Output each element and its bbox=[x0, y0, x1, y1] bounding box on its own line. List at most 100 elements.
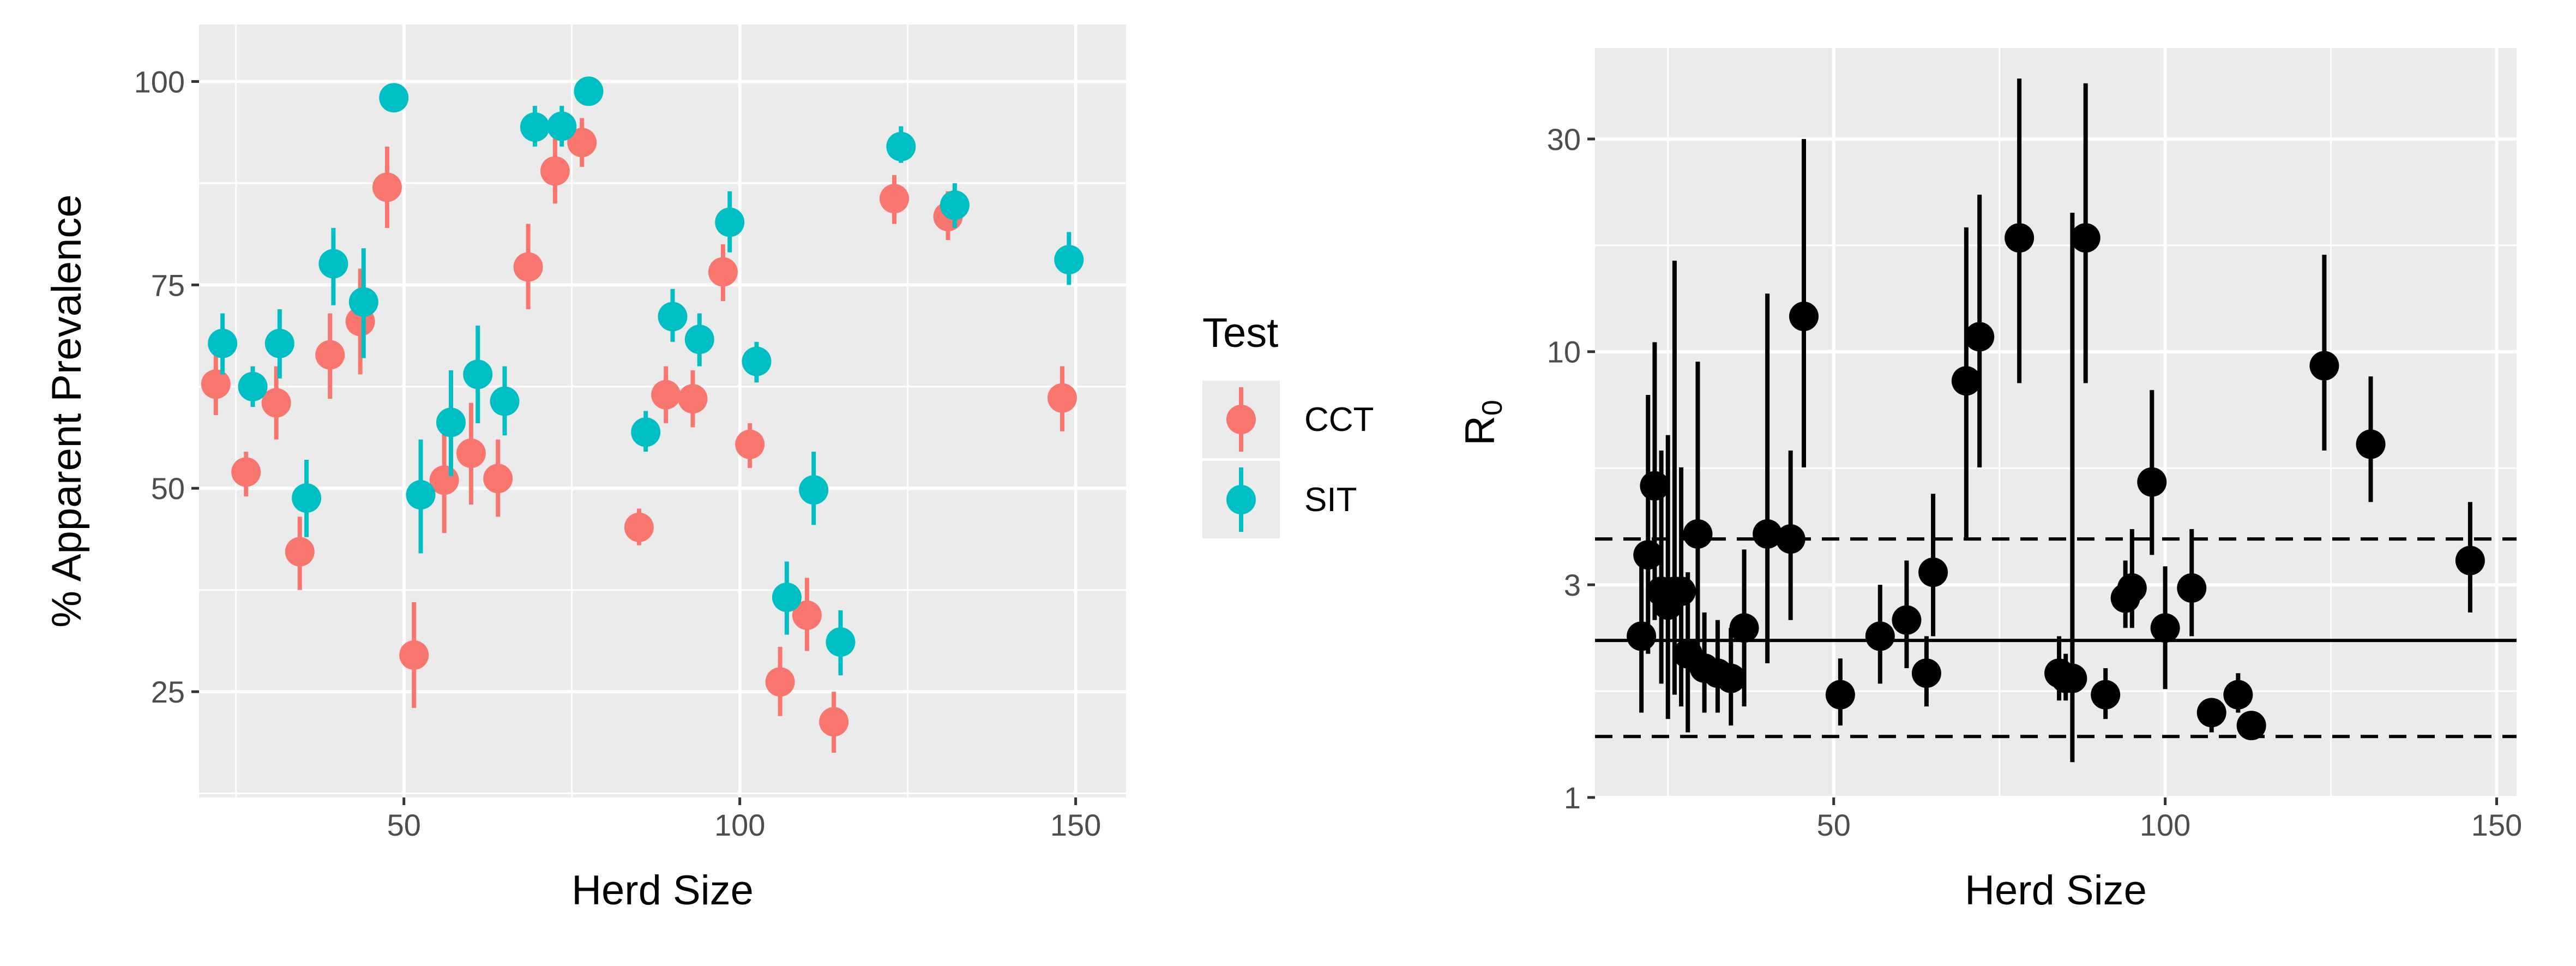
data-point-r0 bbox=[1683, 361, 1713, 663]
point-marker bbox=[799, 475, 829, 505]
point-marker bbox=[574, 76, 604, 106]
point-marker bbox=[513, 252, 543, 282]
point-marker bbox=[372, 172, 402, 202]
point-marker bbox=[624, 512, 654, 542]
point-marker bbox=[1666, 577, 1696, 607]
x-tick-label: 150 bbox=[1050, 808, 1101, 842]
point-marker bbox=[379, 83, 409, 113]
data-point-cct bbox=[1047, 366, 1077, 431]
point-marker bbox=[1683, 519, 1713, 549]
data-point-sit bbox=[318, 227, 348, 305]
point-marker bbox=[1640, 471, 1670, 501]
point-marker bbox=[436, 407, 466, 437]
data-point-cct bbox=[456, 403, 486, 505]
point-marker bbox=[742, 346, 772, 376]
data-point-sit bbox=[292, 459, 322, 537]
x-tick-label: 100 bbox=[714, 808, 765, 842]
prevalence-data-points bbox=[201, 76, 1084, 753]
data-point-r0 bbox=[1951, 227, 1981, 539]
legend-key-sit bbox=[1202, 461, 1280, 538]
point-marker bbox=[735, 429, 765, 459]
data-point-sit bbox=[772, 561, 802, 635]
point-marker bbox=[772, 583, 802, 613]
point-marker bbox=[1716, 663, 1746, 693]
data-point-r0 bbox=[2455, 502, 2485, 613]
point-marker bbox=[631, 417, 661, 447]
y-tick-label: 50 bbox=[151, 471, 185, 506]
data-point-cct bbox=[483, 439, 513, 517]
point-marker bbox=[1965, 322, 1995, 352]
point-marker bbox=[567, 128, 597, 158]
point-marker bbox=[547, 111, 577, 141]
data-point-r0 bbox=[1918, 494, 1948, 637]
data-point-r0 bbox=[1825, 658, 1855, 726]
x-tick-label: 150 bbox=[2471, 808, 2522, 842]
data-point-sit bbox=[684, 313, 714, 367]
point-marker bbox=[1789, 302, 1819, 332]
data-point-r0 bbox=[2356, 376, 2386, 502]
data-point-r0 bbox=[2236, 711, 2266, 741]
point-marker bbox=[2150, 613, 2180, 643]
data-point-sit bbox=[886, 126, 916, 163]
data-point-sit bbox=[379, 83, 409, 113]
point-marker bbox=[483, 464, 513, 494]
data-point-cct bbox=[708, 244, 738, 302]
data-point-cct bbox=[651, 366, 681, 423]
point-marker bbox=[1627, 621, 1657, 651]
r0-axis-ticks: 50 100 150 1 3 10 30 bbox=[1547, 122, 2523, 842]
point-marker bbox=[940, 190, 970, 220]
data-point-r0 bbox=[2091, 668, 2121, 719]
point-marker bbox=[651, 380, 681, 410]
r0-x-axis-title: Herd Size bbox=[1965, 867, 2147, 914]
y-tick-label: 30 bbox=[1547, 122, 1581, 157]
test-legend: Test CCT SIT bbox=[1202, 310, 1374, 538]
data-point-r0 bbox=[1865, 585, 1895, 684]
data-point-cct bbox=[765, 647, 795, 716]
point-marker bbox=[792, 600, 822, 630]
point-marker bbox=[406, 480, 436, 510]
point-marker bbox=[1047, 383, 1077, 413]
data-point-cct bbox=[567, 118, 597, 167]
legend-key-cct bbox=[1202, 381, 1280, 458]
data-point-cct bbox=[201, 350, 231, 415]
point-marker bbox=[2455, 545, 2485, 575]
data-point-sit bbox=[631, 411, 661, 452]
x-tick-label: 50 bbox=[1817, 808, 1851, 842]
point-marker bbox=[540, 156, 570, 186]
x-tick-label: 100 bbox=[2140, 808, 2190, 842]
data-point-r0 bbox=[1753, 293, 1783, 663]
point-marker bbox=[819, 707, 849, 737]
point-marker bbox=[208, 328, 238, 358]
prevalence-plot-panel bbox=[199, 25, 1126, 797]
data-point-r0 bbox=[2137, 390, 2167, 555]
data-point-cct bbox=[678, 370, 708, 428]
data-point-cct bbox=[399, 602, 429, 708]
legend-key-marker bbox=[1226, 405, 1256, 434]
point-marker bbox=[880, 184, 909, 214]
point-marker bbox=[715, 207, 745, 237]
legend-label-sit: SIT bbox=[1304, 481, 1357, 519]
point-marker bbox=[1865, 621, 1895, 651]
series-cct bbox=[201, 118, 1077, 753]
y-tick-label: 25 bbox=[151, 675, 185, 709]
point-marker bbox=[231, 457, 261, 487]
data-point-sit bbox=[238, 366, 268, 407]
point-marker bbox=[399, 640, 429, 670]
data-point-cct bbox=[540, 138, 570, 204]
data-point-cct bbox=[819, 692, 849, 753]
point-marker bbox=[1729, 613, 1759, 643]
point-marker bbox=[201, 369, 231, 399]
point-marker bbox=[765, 667, 795, 697]
point-marker bbox=[826, 627, 856, 657]
point-marker bbox=[2005, 223, 2035, 253]
point-marker bbox=[1775, 524, 1805, 554]
data-point-cct bbox=[880, 175, 909, 224]
point-marker bbox=[292, 483, 322, 513]
point-marker bbox=[520, 112, 550, 142]
point-marker bbox=[264, 328, 294, 358]
data-point-r0 bbox=[1892, 560, 1922, 668]
data-point-sit bbox=[1054, 232, 1084, 285]
point-marker bbox=[285, 537, 315, 567]
point-marker bbox=[2117, 573, 2147, 603]
